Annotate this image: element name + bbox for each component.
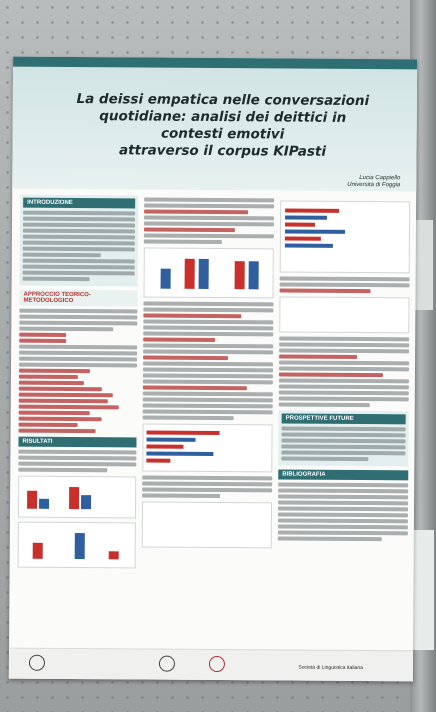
poster-column-right: PROSPETTIVE FUTURE BIBLIOGRAFIA — [277, 196, 411, 543]
poster: La deissi empatica nelle conversazioni q… — [8, 56, 418, 682]
approach-section: APPROCCIO TEORICO-METODOLOGICO — [18, 289, 138, 434]
section-heading: BIBLIOGRAFIA — [278, 469, 409, 481]
bibliography-section: BIBLIOGRAFIA — [277, 469, 409, 542]
poster-footer: Società di Linguistica Italiana — [8, 647, 414, 682]
section-heading: PROSPETTIVE FUTURE — [281, 413, 406, 425]
figure-caption-box — [279, 296, 410, 334]
poster-title: La deissi empatica nelle conversazioni q… — [72, 91, 372, 161]
title-line: quotidiane: analisi dei deittici in cont… — [99, 108, 347, 143]
university-logo-icon — [28, 654, 46, 671]
title-line: La deissi empatica nelle conversazioni — [76, 91, 370, 110]
bar-chart-figure — [17, 521, 136, 569]
author-block: Lucia Cappiello Università di Foggia — [347, 175, 400, 189]
section-heading: INTRODUZIONE — [23, 197, 136, 209]
emblem-logo-icon — [208, 655, 225, 673]
poster-column-middle — [141, 196, 275, 553]
poster-header: La deissi empatica nelle conversazioni q… — [12, 56, 418, 192]
intro-section: INTRODUZIONE — [19, 194, 139, 287]
institution-logo-icon — [158, 655, 175, 672]
adjacent-poster-edge — [413, 220, 433, 310]
horizontal-bar-figure — [142, 423, 273, 473]
bar-chart-figure — [17, 475, 137, 519]
title-line: attraverso il corpus KIPasti — [118, 142, 327, 160]
horizontal-bar-figure — [279, 200, 411, 274]
results-section: RISULTATI — [17, 436, 137, 569]
perspectives-section: PROSPETTIVE FUTURE — [278, 410, 409, 467]
poster-column-left: INTRODUZIONE APPROCCIO TEORICO-METODOLOG… — [17, 194, 139, 573]
bar-chart-figure — [143, 247, 274, 299]
section-heading: APPROCCIO TEORICO-METODOLOGICO — [19, 289, 138, 307]
table-figure — [141, 501, 273, 549]
section-heading: RISULTATI — [18, 436, 137, 448]
author-affiliation: Università di Foggia — [347, 181, 401, 189]
society-name: Società di Linguistica Italiana — [298, 664, 363, 672]
